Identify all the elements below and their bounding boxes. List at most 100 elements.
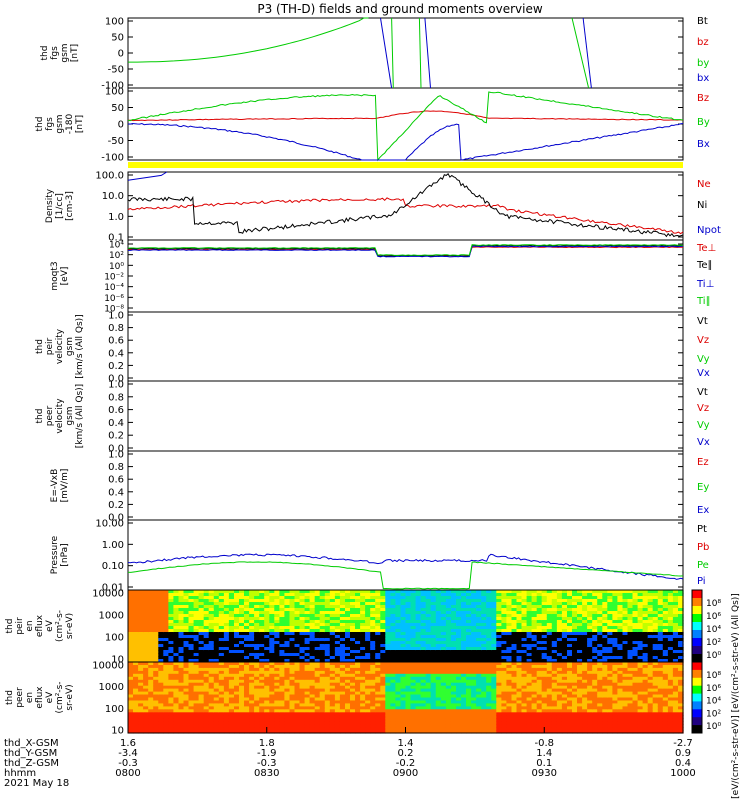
tick-label: 50 — [111, 33, 124, 44]
legend-entry: Ne — [697, 179, 711, 190]
tick-label: 1.0 — [108, 380, 124, 391]
legend-entry: Ex — [697, 505, 709, 516]
legend-entry: By — [697, 117, 710, 128]
tick-label: 50 — [111, 103, 124, 114]
by-line — [128, 92, 683, 160]
y-axis-label: fgs — [45, 117, 55, 131]
pi-line — [128, 554, 683, 579]
tick-label: 1.0 — [108, 450, 124, 461]
tick-label: 0.2 — [108, 361, 124, 372]
tick-label: 0.8 — [108, 392, 124, 403]
tick-label: 0.4 — [108, 348, 124, 359]
panel-frame — [128, 18, 683, 88]
tick-label: 10000 — [92, 589, 124, 600]
bx-line — [128, 124, 683, 161]
legend-entry: Vz — [697, 335, 709, 346]
y-axis-label: eflux — [35, 686, 45, 709]
legend-entry: Vz — [697, 403, 709, 414]
tick-label: -50 — [108, 65, 124, 76]
y-axis-label: peer — [15, 687, 25, 708]
y-axis-label: eV — [45, 691, 55, 704]
panel-fgs — [128, 18, 683, 88]
y-axis-label: eV — [45, 619, 55, 632]
legend-entry: Bt — [697, 16, 708, 27]
y-axis-label: sr-eV) — [65, 684, 75, 710]
tick-label: 100 — [105, 17, 124, 28]
tick-label: 10⁴ — [109, 241, 124, 251]
tick-label: 0.8 — [108, 462, 124, 473]
panel-fgs_lp — [128, 88, 683, 160]
y-axis-label: thd — [35, 339, 45, 354]
y-axis-label: [km/s (All Qs)] — [75, 314, 85, 378]
tick-label: 10 — [111, 726, 124, 737]
legend-entry: Vy — [697, 420, 710, 431]
panel-frame — [128, 88, 683, 160]
legend-entry: Te∥ — [696, 260, 713, 271]
legend-entry: Vt — [697, 316, 708, 327]
tick-label: -100 — [101, 153, 124, 164]
bx-line — [583, 18, 591, 88]
y-axis-label: (cm²-s- — [55, 610, 65, 642]
y-axis-label: Pressure — [50, 535, 60, 574]
legend-entry: Vx — [697, 368, 710, 379]
tick-label: 0.6 — [108, 475, 124, 486]
tick-label: 1.0 — [108, 212, 124, 223]
tick-label: 10⁻⁴ — [104, 283, 124, 293]
y-axis-label: velocity — [55, 328, 65, 364]
panel-pressure — [128, 520, 683, 590]
legend-entry: Ti∥ — [696, 296, 711, 307]
y-axis-label: Density — [45, 188, 55, 223]
tick-label: 0.6 — [108, 336, 124, 347]
pe-line — [128, 562, 683, 589]
bar-strip — [128, 162, 683, 168]
y-axis-label: en — [25, 692, 35, 703]
chart-title: P3 (TH-D) fields and ground moments over… — [257, 2, 542, 16]
legend-entry: by — [697, 58, 709, 69]
y-axis-label: moqt3 — [50, 261, 60, 290]
panel-efield — [128, 451, 683, 520]
panel-peir_vel — [128, 312, 683, 381]
y-axis-label: thd — [35, 409, 45, 424]
y-axis-label: gsm — [65, 406, 75, 425]
tick-label: 100.0 — [95, 171, 124, 182]
bx-line — [425, 18, 431, 88]
tick-label: 10000 — [92, 661, 124, 672]
legend-entry: Pb — [697, 542, 709, 553]
y-axis-label: [mV/m] — [60, 469, 70, 503]
tick-label: 0.4 — [108, 487, 124, 498]
tick-label: 0.2 — [108, 431, 124, 442]
y-axis-label: peir — [45, 337, 55, 355]
tick-label: 100 — [105, 633, 124, 644]
tick-label: -50 — [108, 136, 124, 147]
y-axis-label: [eV] — [60, 267, 70, 286]
by-line — [419, 18, 421, 88]
tick-label: 0.8 — [108, 323, 124, 334]
legend-entry: Bx — [697, 139, 710, 150]
tick-label: 0.6 — [108, 405, 124, 416]
y-axis-label: [cm-3] — [65, 191, 75, 221]
tick-label: 1.0 — [108, 311, 124, 322]
tick-label: 1000 — [99, 682, 124, 693]
y-axis-label: [nT] — [75, 115, 85, 133]
y-axis-label: fgs — [50, 46, 60, 60]
legend-entry: Ez — [697, 457, 709, 468]
y-axis-label: velocity — [55, 398, 65, 434]
tick-label: 10.0 — [102, 191, 124, 202]
by-line — [572, 18, 589, 88]
legend-entry: bz — [697, 37, 709, 48]
legend-entry: Vx — [697, 437, 710, 448]
tick-label: 10⁻² — [104, 273, 124, 283]
legend-entry: Ni — [697, 200, 707, 211]
bz-line — [128, 111, 683, 121]
legend-entry: Vt — [697, 387, 708, 398]
tick-label: 0 — [118, 120, 124, 131]
tick-label: 100 — [105, 87, 124, 98]
legend-entry: Ti⊥ — [696, 279, 714, 290]
tick-label: 100 — [105, 704, 124, 715]
y-axis-label: [nPa] — [60, 543, 70, 566]
panel-peer_vel — [128, 381, 683, 451]
legend-entry: bx — [697, 73, 709, 84]
tick-label: 0.4 — [108, 418, 124, 429]
